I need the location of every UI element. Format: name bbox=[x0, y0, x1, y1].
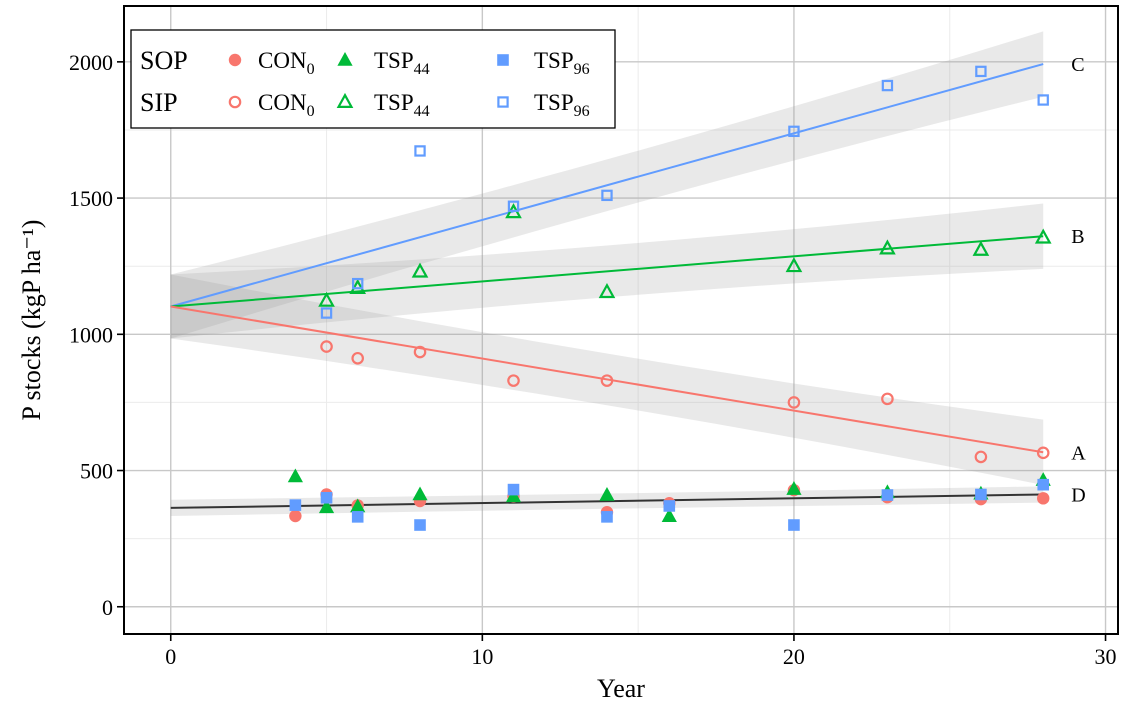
fit-label-C: C bbox=[1071, 54, 1084, 76]
fit-line-C bbox=[170, 63, 1044, 308]
y-tick-label: 1000 bbox=[69, 322, 113, 347]
point-sip-tsp96 bbox=[881, 79, 894, 92]
point-sop-tsp96 bbox=[788, 519, 800, 531]
fit-label-A: A bbox=[1071, 442, 1086, 464]
x-tick-label: 10 bbox=[471, 644, 493, 669]
legend-subscript: 96 bbox=[574, 103, 590, 120]
legend-key-sop-1 bbox=[337, 52, 353, 66]
x-tick-label: 20 bbox=[783, 644, 805, 669]
fit-label-B: B bbox=[1071, 226, 1084, 248]
point-sip-tsp96 bbox=[975, 65, 987, 78]
fit-lines bbox=[170, 63, 1044, 509]
minor-grid bbox=[124, 6, 1118, 634]
fit-labels: C B AD bbox=[1071, 54, 1086, 506]
point-sop-tsp96 bbox=[1037, 478, 1050, 491]
point-sip-con0 bbox=[881, 392, 894, 406]
point-sop-con0 bbox=[1037, 492, 1050, 505]
point-sop-tsp96 bbox=[351, 511, 364, 523]
axes: 0 10 20 30 0 500 1000 1500 2000 Year P stocks (kgP… bbox=[17, 50, 1117, 702]
point-sip-tsp96 bbox=[351, 277, 364, 290]
point-sip-tsp96 bbox=[320, 307, 333, 319]
point-sop-tsp44 bbox=[350, 498, 366, 513]
legend-key-sip-2 bbox=[497, 96, 509, 108]
point-sip-tsp96 bbox=[788, 125, 800, 138]
point-sip-tsp96 bbox=[601, 189, 613, 202]
y-tick-label: 1500 bbox=[69, 186, 113, 211]
point-sop-tsp96 bbox=[507, 483, 520, 496]
point-sop-tsp96 bbox=[975, 488, 987, 501]
legend-subscript: 0 bbox=[307, 61, 315, 78]
point-sip-con0 bbox=[507, 374, 520, 387]
legend-subscript: 0 bbox=[307, 103, 315, 120]
point-sip-con0 bbox=[787, 396, 801, 409]
point-sip-con0 bbox=[600, 374, 614, 387]
point-sip-con0 bbox=[320, 340, 333, 353]
point-sop-tsp96 bbox=[601, 511, 613, 523]
point-sip-tsp96 bbox=[1037, 94, 1049, 106]
point-sop-con0 bbox=[289, 509, 302, 523]
point-sip-con0 bbox=[351, 351, 364, 365]
y-axis-title: P stocks (kgP ha⁻¹) bbox=[17, 220, 46, 421]
point-sip-con0 bbox=[974, 450, 988, 464]
point-sip-tsp44 bbox=[411, 262, 429, 278]
point-sip-tsp96 bbox=[414, 145, 426, 157]
point-sop-tsp96 bbox=[414, 519, 426, 531]
x-tick-label: 0 bbox=[165, 644, 176, 669]
legend-subscript: 44 bbox=[414, 103, 430, 120]
y-tick-label: 0 bbox=[102, 595, 113, 620]
x-axis-title: Year bbox=[597, 674, 645, 702]
legend-key-sop-2 bbox=[497, 54, 509, 66]
point-sip-tsp96 bbox=[507, 200, 520, 212]
point-sop-tsp96 bbox=[881, 489, 894, 501]
fit-line-B bbox=[170, 235, 1044, 308]
legend-key-sip-1 bbox=[336, 92, 354, 108]
fit-label-D: D bbox=[1071, 485, 1085, 507]
data-points bbox=[287, 65, 1052, 531]
point-sip-tsp44 bbox=[972, 240, 990, 256]
legend-subscript: 44 bbox=[414, 61, 430, 78]
y-tick-label: 2000 bbox=[69, 50, 113, 75]
point-sip-con0 bbox=[1036, 446, 1050, 460]
point-sop-tsp44 bbox=[661, 508, 677, 523]
point-sop-tsp44 bbox=[287, 468, 303, 483]
point-sip-tsp44 bbox=[1034, 228, 1052, 244]
point-sip-tsp44 bbox=[349, 278, 367, 294]
point-sip-tsp44 bbox=[879, 239, 896, 255]
point-sop-tsp44 bbox=[786, 481, 802, 495]
legend-group-sip: SIP bbox=[140, 88, 178, 117]
point-sop-tsp96 bbox=[663, 500, 676, 512]
point-sop-tsp96 bbox=[289, 499, 302, 511]
point-sip-tsp44 bbox=[318, 291, 335, 307]
point-sip-con0 bbox=[413, 345, 427, 359]
point-sop-tsp44 bbox=[318, 499, 335, 514]
point-sip-tsp44 bbox=[785, 257, 803, 273]
legend-subscript: 96 bbox=[574, 61, 590, 78]
point-sip-tsp44 bbox=[598, 282, 616, 299]
point-sop-tsp44 bbox=[599, 487, 615, 501]
point-sop-tsp96 bbox=[320, 491, 333, 504]
legend-key-sip-0 bbox=[228, 95, 242, 109]
point-sop-tsp44 bbox=[412, 486, 428, 501]
legend-key-sop-0 bbox=[228, 53, 242, 67]
legend-box bbox=[130, 29, 616, 129]
legend-group-sop: SOP bbox=[140, 46, 188, 75]
fit-line-D bbox=[170, 493, 1044, 509]
x-tick-label: 30 bbox=[1095, 644, 1117, 669]
y-tick-label: 500 bbox=[80, 459, 113, 484]
panel-border bbox=[123, 5, 1119, 635]
fit-line-A bbox=[170, 305, 1044, 454]
